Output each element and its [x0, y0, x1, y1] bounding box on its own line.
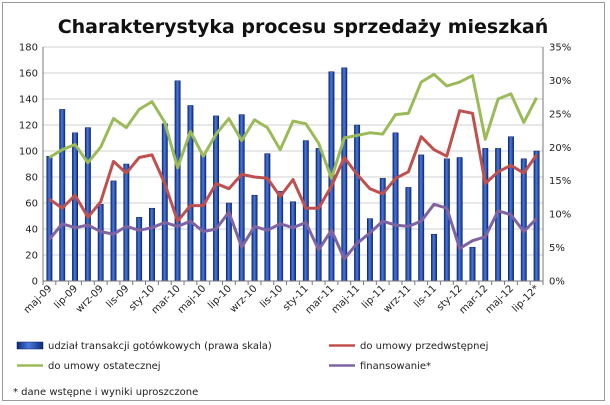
right-tick-label: 15% [549, 176, 571, 187]
bar [405, 187, 412, 282]
left-tick-label: 60 [25, 199, 38, 210]
bar [443, 158, 450, 282]
bar [84, 127, 91, 282]
bar [59, 109, 66, 282]
x-tick-label: maj-11 [330, 283, 363, 316]
left-tick-label: 100 [19, 147, 38, 158]
series-line [48, 72, 538, 180]
left-tick-label: 140 [19, 95, 38, 106]
x-axis-ticks: maj-09lip-09wrz-09lis-09sty-10mar-10maj-… [22, 283, 542, 316]
left-tick-label: 160 [19, 69, 38, 80]
left-tick-label: 20 [25, 251, 38, 262]
line-series [48, 72, 538, 261]
bar [392, 132, 399, 282]
bar [72, 132, 78, 282]
right-tick-label: 0% [549, 277, 565, 288]
legend-label: finansowanie* [360, 361, 431, 372]
right-tick-label: 5% [549, 243, 565, 254]
legend-label: udział transakcji gotówkowych (prawa ska… [48, 340, 272, 352]
bar [123, 163, 130, 282]
bar [174, 80, 181, 282]
bar [315, 148, 322, 282]
left-axis-ticks: 0 20 40 60 80 100 120 140 160 180 [19, 43, 38, 288]
right-tick-label: 25% [549, 109, 571, 120]
bar [251, 194, 258, 282]
legend-swatch [16, 341, 44, 350]
bar [277, 191, 284, 282]
legend: udział transakcji gotówkowych (prawa ska… [16, 340, 488, 372]
legend-label: do umowy przedwstępnej [360, 341, 488, 352]
left-tick-label: 40 [25, 225, 38, 236]
bar-series [46, 67, 540, 282]
x-tick-label: maj-12 [484, 283, 517, 316]
right-tick-label: 35% [549, 43, 571, 54]
x-tick-label: lip-12* [510, 283, 541, 314]
left-tick-label: 80 [25, 173, 38, 184]
legend-label: do umowy ostatecznej [48, 361, 161, 372]
right-tick-label: 30% [549, 76, 571, 87]
x-tick-label: wrz-11 [382, 283, 414, 315]
left-tick-label: 180 [19, 43, 38, 54]
bar [431, 233, 437, 282]
x-tick-label: wrz-10 [228, 283, 260, 315]
bar [97, 204, 104, 282]
bar [533, 150, 540, 282]
x-tick-label: maj-09 [22, 283, 55, 316]
footnote: * dane wstępne i wyniki uproszczone [13, 387, 198, 398]
bar [508, 136, 514, 282]
bar [46, 155, 53, 282]
right-tick-label: 10% [549, 210, 571, 221]
x-tick-label: maj-10 [176, 283, 209, 316]
bar [290, 201, 296, 282]
series-line [48, 202, 538, 261]
bar [149, 207, 155, 282]
left-tick-label: 0 [32, 277, 38, 288]
bar [264, 153, 271, 282]
bar [456, 157, 463, 282]
right-axis-ticks: 0% 5% 10% 15% 20% 25% 30% 35% [549, 43, 571, 288]
bar [110, 180, 117, 282]
bar [366, 218, 373, 282]
axes [42, 47, 544, 285]
bar [341, 67, 348, 282]
x-tick-label: wrz-09 [74, 283, 106, 315]
bar [161, 123, 168, 282]
bar [213, 115, 220, 282]
chart-frame: Charakterystyka procesu sprzedaży mieszk… [2, 2, 605, 401]
bar [469, 246, 476, 282]
right-tick-label: 20% [549, 143, 571, 154]
chart-title: Charakterystyka procesu sprzedaży mieszk… [58, 16, 549, 38]
bar [200, 153, 207, 282]
bar [136, 217, 143, 282]
bar [302, 140, 309, 282]
chart: Charakterystyka procesu sprzedaży mieszk… [13, 16, 571, 398]
bar [520, 158, 527, 282]
left-tick-label: 120 [19, 121, 38, 132]
bar [354, 124, 361, 282]
series-line [48, 109, 538, 223]
